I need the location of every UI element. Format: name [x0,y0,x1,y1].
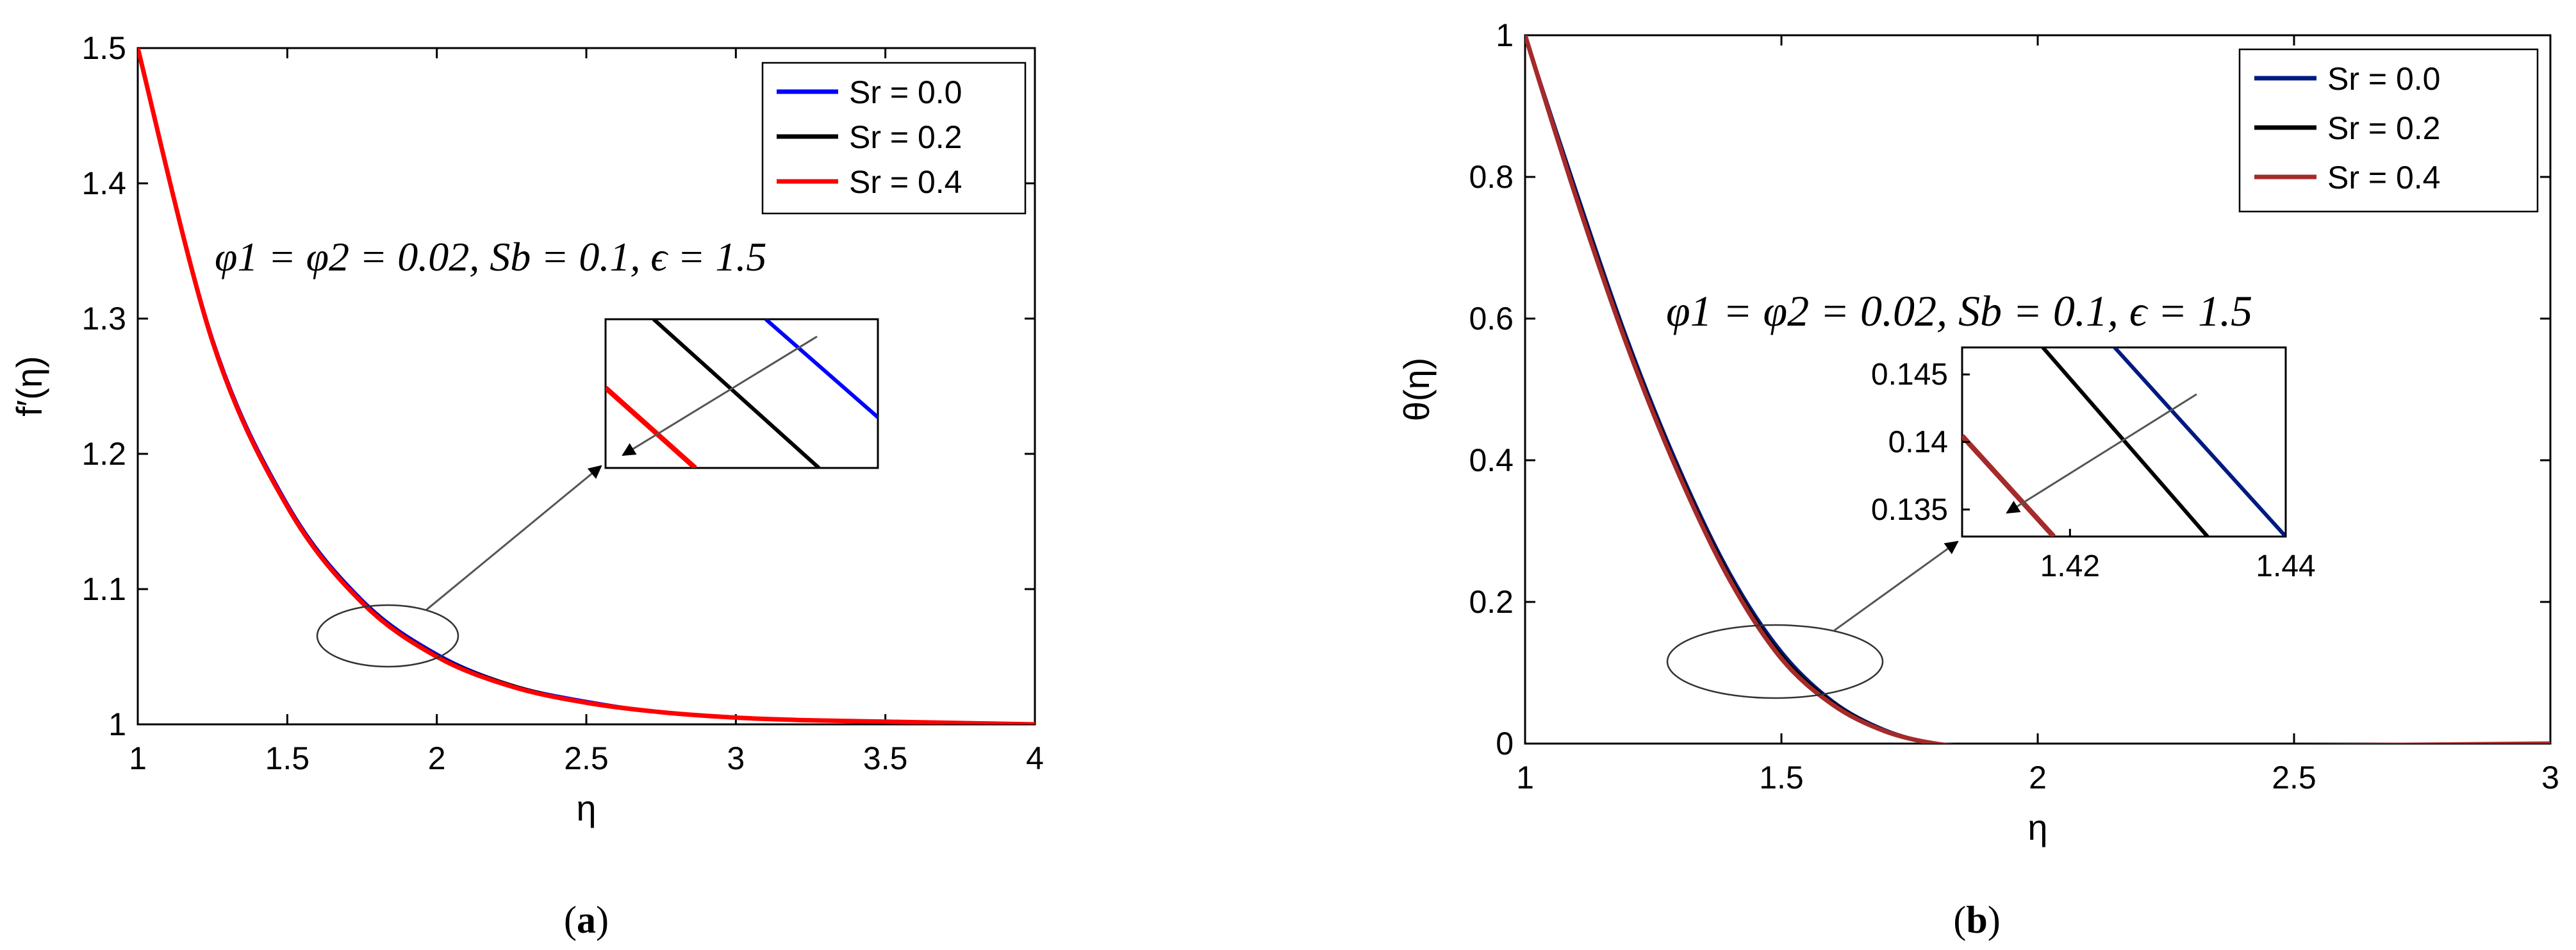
x-tick-label: 4 [1026,740,1044,776]
caption-letter: b [1966,899,1987,941]
panel-caption: (b) [1953,899,2000,941]
inset-series-line-2 [1962,434,2056,537]
caption-letter: a [577,899,596,941]
inset-series-line-2 [606,386,697,468]
inset-series-line-1 [2041,347,2209,537]
series-line-2 [138,48,1035,724]
inset-y-tick-label: 0.135 [1871,493,1948,527]
legend-label-2: Sr = 0.4 [849,164,962,200]
x-tick-label: 1 [129,740,147,776]
parameter-annotation: φ1 = φ2 = 0.02, Sb = 0.1, ϵ = 1.5 [215,234,766,279]
x-tick-label: 2.5 [564,740,609,776]
series-group [138,48,1035,724]
panel-b: 1 1.5 2 2.5 3 0 0.2 0.4 0.6 0.8 1 η θ(η) Sr = 0.0 Sr =… [1396,17,2559,941]
legend-label-0: Sr = 0.0 [849,74,962,110]
y-axis-label: f′(η) [9,356,49,417]
x-axis-label: η [576,788,596,828]
inset-series-line-0 [2113,347,2286,537]
inset-y-tick-label: 0.145 [1871,358,1948,392]
y-tick-label: 0.6 [1469,301,1514,337]
inset-series-line-1 [652,319,821,468]
caption-close: ) [596,899,609,941]
x-tick-label: 3 [727,740,745,776]
caption-open: ( [1953,899,1966,941]
inset-lines [606,319,878,468]
y-tick-label: 0.2 [1469,584,1514,620]
caption-close: ) [1988,899,2001,941]
x-tick-label: 1.5 [265,740,310,776]
inset-x-tick-label: 1.42 [2040,549,2100,583]
panel-caption: (a) [564,899,609,941]
zoom-arrow [1833,540,1959,631]
zoom-ellipse [316,604,459,668]
parameter-annotation: φ1 = φ2 = 0.02, Sb = 0.1, ϵ = 1.5 [1666,287,2252,335]
series-line-2 [1525,35,2550,744]
inset-trend-arrow [622,335,818,456]
inset-lines [1962,347,2286,537]
x-tick-label: 2 [2029,760,2047,796]
caption-open: ( [564,899,577,941]
x-tick-label: 1 [1516,760,1534,796]
x-tick-label: 2 [428,740,446,776]
y-tick-label: 0.4 [1469,442,1514,478]
panel-a: 1 1.5 2 2.5 3 3.5 4 1 1.1 1.2 1.3 1.4 1.5 η f′(η) Sr = … [9,30,1044,941]
legend-label-2: Sr = 0.4 [2327,160,2441,196]
x-tick-label: 2.5 [2272,760,2316,796]
y-tick-label: 0.8 [1469,159,1514,195]
inset-x-tick-label: 1.44 [2256,549,2315,583]
inset-trend-arrow [2006,393,2197,514]
inset-box [604,318,879,469]
y-tick-label: 1.1 [81,571,126,607]
y-tick-label: 1 [108,706,126,742]
legend-label-1: Sr = 0.2 [849,119,962,155]
x-axis-label: η [2027,807,2047,847]
y-tick-label: 1.5 [81,30,126,66]
legend-label-0: Sr = 0.0 [2327,61,2441,97]
inset-y-tick-label: 0.14 [1888,426,1948,460]
y-axis-label: θ(η) [1396,358,1437,422]
y-tick-label: 1.4 [81,165,126,201]
inset-series-line-0 [764,319,878,419]
y-tick-label: 1.2 [81,436,126,472]
y-tick-label: 1 [1496,17,1514,53]
y-tick-label: 0 [1496,726,1514,762]
x-tick-label: 1.5 [1759,760,1804,796]
x-tick-label: 3 [2541,760,2559,796]
zoom-ellipse [1666,624,1884,699]
legend-label-1: Sr = 0.2 [2327,110,2441,146]
series-group [1525,35,2550,744]
x-tick-label: 3.5 [863,740,908,776]
zoom-arrow [425,465,602,611]
y-tick-label: 1.3 [81,301,126,337]
